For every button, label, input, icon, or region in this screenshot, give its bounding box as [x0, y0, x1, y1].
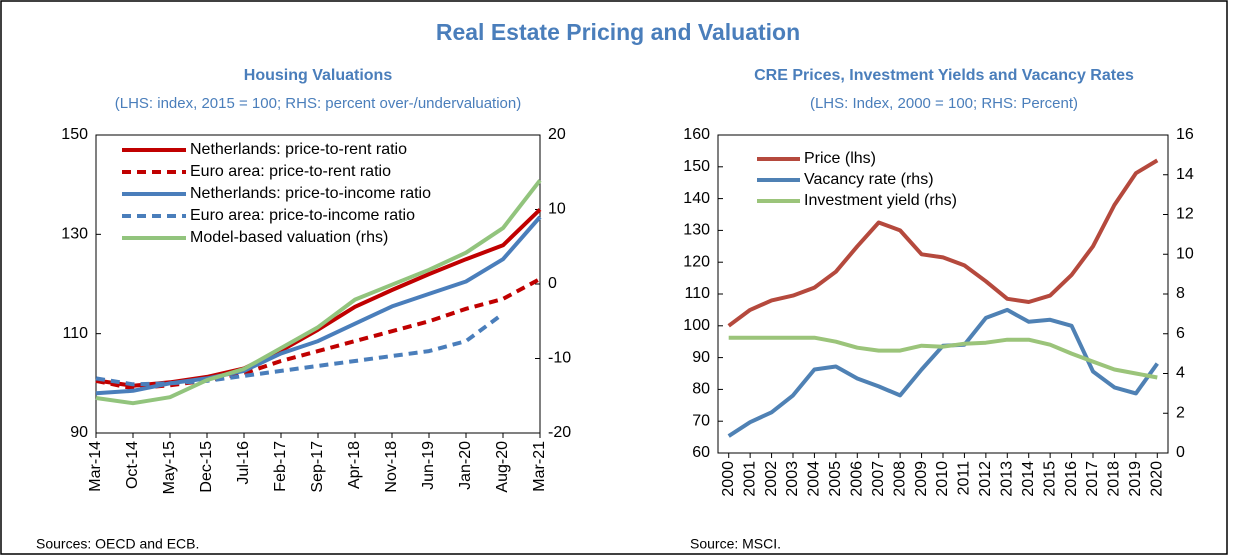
y2-tick-label: 10	[548, 201, 566, 218]
x-tick-label: 2011	[956, 461, 973, 496]
x-tick-label: Feb-17	[272, 441, 289, 492]
x-tick-label: 2013	[999, 461, 1016, 497]
y-tick-label: 90	[692, 349, 710, 366]
legend-label: Vacancy rate (rhs)	[804, 171, 934, 188]
y2-tick-label: 2	[1176, 404, 1185, 421]
y2-tick-label: 12	[1176, 206, 1194, 223]
x-tick-label: Nov-18	[383, 441, 400, 493]
series-line	[728, 335, 1158, 380]
legend-label: Euro area: price-to-rent ratio	[190, 163, 391, 180]
x-tick-label: Jun-19	[420, 441, 437, 490]
x-tick-label: 2006	[849, 461, 866, 497]
legend-label: Euro area: price-to-income ratio	[190, 207, 415, 224]
x-tick-label: 2002	[763, 461, 780, 497]
x-tick-label: Oct-14	[124, 441, 141, 489]
x-tick-label: 2020	[1149, 461, 1166, 497]
y-tick-label: 140	[683, 190, 710, 207]
x-tick-label: Mar-14	[87, 441, 104, 492]
chart-title: CRE Prices, Investment Yields and Vacanc…	[754, 67, 1134, 84]
x-tick-label: 2018	[1106, 461, 1123, 497]
y2-tick-label: 0	[548, 275, 557, 292]
y2-tick-label: 10	[1176, 245, 1194, 262]
x-tick-label: 2009	[913, 461, 930, 497]
x-tick-label: 2010	[934, 461, 951, 497]
x-tick-label: Apr-18	[346, 441, 363, 489]
y-tick-label: 120	[683, 253, 710, 270]
legend-label: Netherlands: price-to-rent ratio	[190, 141, 407, 158]
source-note: Sources: OECD and ECB.	[36, 536, 199, 552]
y-tick-label: 60	[692, 444, 710, 461]
y-tick-label: 110	[62, 325, 88, 342]
y2-tick-label: -20	[548, 424, 571, 441]
y2-tick-label: 8	[1176, 285, 1185, 302]
y2-tick-label: -10	[548, 350, 571, 367]
y2-tick-label: 14	[1176, 166, 1194, 183]
y-tick-label: 100	[683, 317, 710, 334]
x-tick-label: 2000	[720, 461, 737, 497]
y2-tick-label: 0	[1176, 444, 1185, 461]
series-line	[95, 179, 542, 406]
x-tick-label: 2017	[1084, 461, 1101, 497]
legend-label: Netherlands: price-to-income ratio	[190, 185, 431, 202]
x-tick-label: 2005	[827, 461, 844, 497]
chart-title: Housing Valuations	[244, 67, 393, 84]
x-tick-label: 2019	[1127, 461, 1144, 497]
y-tick-label: 130	[61, 226, 88, 243]
y2-tick-label: 4	[1176, 365, 1185, 382]
x-tick-label: 2014	[1020, 461, 1037, 497]
series-line	[95, 215, 542, 396]
plot-frame	[717, 134, 1169, 454]
series-line	[95, 312, 505, 387]
x-tick-label: 2004	[806, 461, 823, 497]
y2-tick-label: 16	[1176, 126, 1194, 143]
y-tick-label: 150	[61, 126, 88, 143]
series-line	[727, 158, 1159, 328]
legend-label: Model-based valuation (rhs)	[190, 229, 388, 246]
y2-tick-label: 6	[1176, 325, 1185, 342]
x-tick-label: Jul-16	[235, 441, 252, 485]
x-tick-label: Dec-15	[198, 441, 215, 493]
y-tick-label: 150	[683, 158, 710, 175]
series-line	[727, 307, 1159, 438]
legend-label: Price (lhs)	[804, 150, 876, 167]
x-tick-label: 2016	[1063, 461, 1080, 497]
figure-title: Real Estate Pricing and Valuation	[436, 19, 800, 45]
x-tick-label: May-15	[161, 441, 178, 494]
y-tick-label: 130	[683, 222, 710, 239]
x-tick-label: 2007	[870, 461, 887, 497]
x-tick-label: Sep-17	[309, 441, 326, 493]
y-tick-label: 80	[692, 381, 710, 398]
y-tick-label: 90	[70, 424, 88, 441]
chart-subtitle: (LHS: index, 2015 = 100; RHS: percent ov…	[115, 95, 521, 112]
x-tick-label: 2008	[891, 461, 908, 497]
source-note: Source: MSCI.	[690, 536, 781, 552]
x-tick-label: Mar-21	[531, 441, 548, 492]
x-tick-label: Jan-20	[457, 441, 474, 490]
x-tick-label: 2015	[1041, 461, 1058, 497]
legend-label: Investment yield (rhs)	[804, 192, 957, 209]
y-tick-label: 160	[683, 126, 710, 143]
x-tick-label: 2001	[741, 461, 758, 497]
y-tick-label: 70	[692, 412, 710, 429]
x-tick-label: 2012	[977, 461, 994, 497]
series-line	[95, 277, 541, 391]
x-tick-label: Aug-20	[494, 441, 511, 493]
y2-tick-label: 20	[548, 126, 566, 143]
chart-subtitle: (LHS: Index, 2000 = 100; RHS: Percent)	[810, 95, 1078, 112]
x-tick-label: 2003	[784, 461, 801, 497]
y-tick-label: 110	[684, 285, 710, 302]
